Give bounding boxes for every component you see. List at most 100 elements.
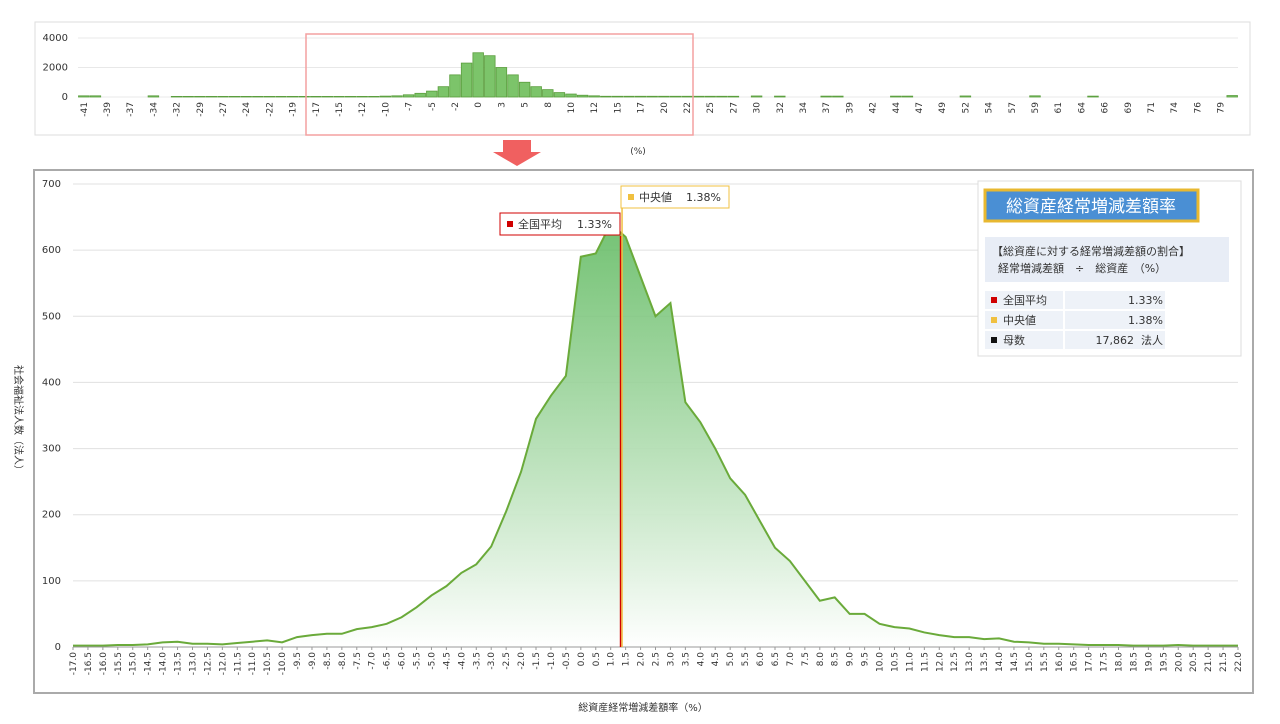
bar [344,96,357,98]
x-tick-label: 12 [590,102,600,113]
x-tick-label: -14.5 [144,652,154,675]
bar [78,95,90,98]
x-tick-label: 11.0 [905,652,915,672]
formula-line: 【総資産に対する経常増減差額の割合】 [992,244,1190,258]
x-tick-label: 16.0 [1055,652,1065,672]
x-tick-label: 2.0 [637,652,647,667]
x-tick-label: -41 [80,102,90,117]
x-tick-label: 9.0 [846,652,856,667]
x-tick-label: 10.0 [876,652,886,672]
x-tick-label: -6.0 [398,652,408,670]
bar [611,95,624,98]
bar [310,96,322,98]
x-tick-label: 30 [753,102,763,114]
annotation-value: 1.38% [686,191,721,204]
bar [333,96,345,98]
x-tick-label: -0.5 [562,652,572,670]
x-tick-label: 5 [521,102,531,108]
x-tick-label: -10.0 [278,652,288,676]
bar [275,96,287,98]
x-tick-label: 18.0 [1115,652,1125,672]
bar [820,95,832,98]
bar [588,95,600,98]
x-tick-label: 21.0 [1204,652,1214,672]
row-label: 全国平均 [1003,293,1047,307]
x-tick-label: -1.0 [547,652,557,670]
annotation-box [499,212,621,236]
x-tick-label: -34 [149,102,159,117]
x-tick-label: -3.5 [472,652,482,670]
row-bg [1065,291,1165,309]
info-title: 総資産経常増減差額率 [1006,197,1176,217]
bar [170,96,183,98]
annotation-swatch [507,221,513,227]
row-value: 1.38% [1128,314,1163,327]
x-tick-label: 2.5 [652,652,662,666]
x-tick-label: 13.0 [965,652,975,672]
x-tick-label: 17.5 [1100,652,1110,672]
bar [716,95,728,98]
y-tick-label: 700 [42,179,61,190]
x-tick-label: 20 [660,102,670,114]
bar [437,86,450,98]
x-tick-label: 49 [938,102,948,114]
x-tick-label: 61 [1054,102,1064,113]
x-tick-label: -15.5 [114,652,124,675]
x-tick-label: 20.5 [1189,652,1199,672]
bar [449,74,461,98]
bar [298,96,310,98]
x-tick-label: 32 [776,102,786,113]
row-value: 17,862 法人 [1096,333,1163,347]
x-tick-label: 66 [1101,102,1111,114]
x-tick-label: 27 [729,102,739,113]
y-tick-label: 100 [42,576,61,587]
x-tick-label: -24 [242,102,252,117]
formula-bg [985,237,1229,282]
x-tick-label: 76 [1193,102,1203,114]
row-bg [985,291,1063,309]
x-tick-label: 20.0 [1174,652,1184,672]
x-tick-label: 52 [961,102,971,113]
bar [205,96,218,98]
x-tick-label: 18.5 [1129,652,1139,672]
x-tick-label: -29 [196,102,206,117]
bar [228,96,241,98]
x-tick-label: 14.0 [995,652,1005,672]
x-tick-label: -5.5 [413,652,423,670]
x-tick-label: 9.5 [861,652,871,666]
x-tick-label: -11.0 [248,652,258,676]
x-tick-label: 19.0 [1144,652,1154,672]
x-tick-label: 15.0 [1025,652,1035,672]
y-tick-label: 400 [42,377,61,388]
x-tick-label: 47 [915,102,925,113]
bar [901,95,914,98]
bar [1087,95,1099,98]
bar [658,95,670,98]
x-tick-label: 22.0 [1234,652,1244,672]
x-tick-label: 5.0 [726,652,736,667]
overview-panel [34,21,1251,136]
bar [600,95,612,98]
x-tick-label: -32 [173,102,183,117]
x-tick-label: 57 [1008,102,1018,113]
selection-box [305,33,694,136]
bar [1029,95,1041,98]
x-tick-label: 0.0 [577,652,587,667]
bar [959,95,972,98]
x-tick-label: 22 [683,102,693,113]
x-tick-label: 4.5 [711,652,721,666]
x-tick-label: -16.5 [84,652,94,675]
x-tick-label: 15.5 [1040,652,1050,672]
row-label: 中央値 [1003,314,1036,327]
x-tick-label: 74 [1170,102,1180,114]
x-tick-label: 21.5 [1219,652,1229,672]
row-bg [985,311,1063,329]
x-tick-label: 64 [1077,102,1087,114]
bar [414,92,426,98]
x-tick-label: 79 [1217,102,1227,114]
x-tick-label: -5.0 [427,652,437,670]
bar [669,95,682,98]
x-tick-label: -12.0 [218,652,228,676]
x-tick-label: -11.5 [233,652,243,675]
x-axis-title: (%) [630,147,646,157]
